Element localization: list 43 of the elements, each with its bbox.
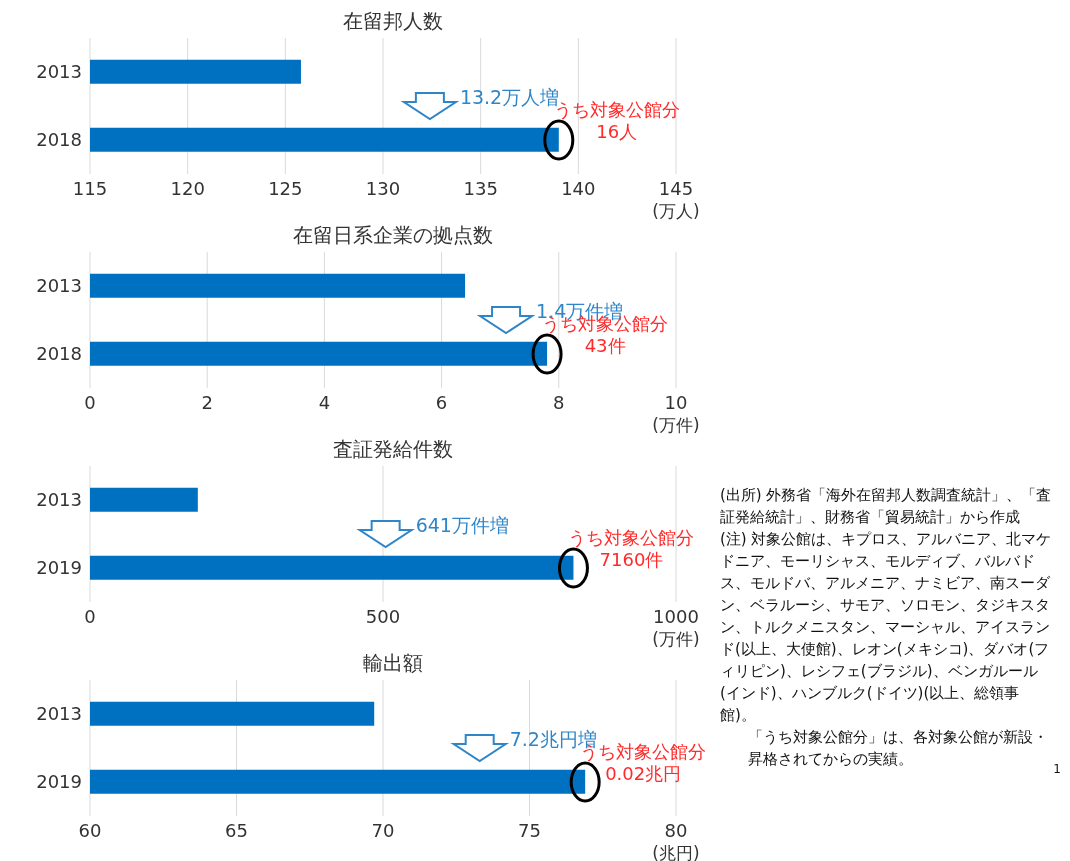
text: (出所) 外務省「海外在留邦人数調査統計」、「査証発給統計」、財務省「貿易統計」から作成	[720, 485, 1053, 528]
x-tick-label: 125	[268, 177, 303, 199]
x-tick-label: 6	[435, 391, 448, 413]
y-tick-label: 2019	[36, 771, 82, 793]
x-tick-label: 2	[201, 391, 213, 413]
y-tick-label: 2018	[36, 129, 82, 151]
chart-title: 査証発給件数	[332, 436, 454, 462]
x-tick-label: 1000	[653, 605, 699, 627]
x-tick-label: 120	[170, 177, 205, 199]
text: (注) 対象公館は、キプロス、アルバニア、北マケドニア、モーリシャス、モルディブ、バルバドス、モルドバ、アルメニア、ナミビア、南スーダン、ベラルーシ、サモア、ソロモン、タジキスタン、トルクメニスタン、マーシャル、アイスランド(以上、大使館)、レオン(メキシコ)、ダバオ(フィリピン)、レシフェ(ブラジル)、ベンガルール(インド)、ハンブルク(ドイツ)(以上、総領事館)。	[720, 530, 1052, 724]
y-tick-label: 2019	[36, 557, 82, 579]
text: 1	[1053, 761, 1061, 778]
annotation: 641万件増	[415, 514, 509, 536]
y-tick-label: 2013	[36, 275, 82, 297]
text: 「うち対象公館分」は、各対象公館が新設・昇格されてからの実績。	[747, 727, 1049, 770]
x-tick-label: 140	[561, 177, 596, 199]
y-tick-label: 2013	[36, 61, 82, 83]
x-tick-label: 65	[225, 819, 248, 841]
chart-title: 在留日系企業の拠点数	[292, 222, 494, 248]
chart-title: 在留邦人数	[342, 8, 444, 34]
x-tick-label: 130	[365, 177, 401, 199]
x-tick-label: 4	[318, 391, 331, 413]
x-tick-label: 0	[84, 605, 96, 627]
x-axis-title: (兆円)	[651, 842, 701, 861]
annotation: うち対象公館分 7160件	[568, 527, 695, 570]
x-tick-label: 8	[553, 391, 565, 413]
x-tick-label: 135	[463, 177, 498, 199]
x-tick-label: 80	[664, 819, 688, 841]
x-axis-title: (万件)	[651, 414, 701, 437]
chart-title: 輸出額	[363, 651, 423, 675]
x-tick-label: 115	[72, 177, 108, 199]
x-tick-label: 10	[664, 391, 688, 413]
y-tick-label: 2013	[36, 489, 82, 511]
x-axis-title: (万件)	[651, 628, 701, 651]
x-tick-label: 60	[78, 819, 102, 841]
y-tick-label: 2018	[36, 343, 82, 365]
x-tick-label: 500	[365, 605, 401, 627]
x-axis-title: (万人)	[651, 200, 701, 223]
x-tick-label: 70	[371, 819, 395, 841]
x-tick-label: 0	[84, 391, 96, 413]
x-tick-label: 75	[518, 819, 541, 841]
x-tick-label: 145	[658, 177, 694, 199]
y-tick-label: 2013	[36, 703, 82, 725]
